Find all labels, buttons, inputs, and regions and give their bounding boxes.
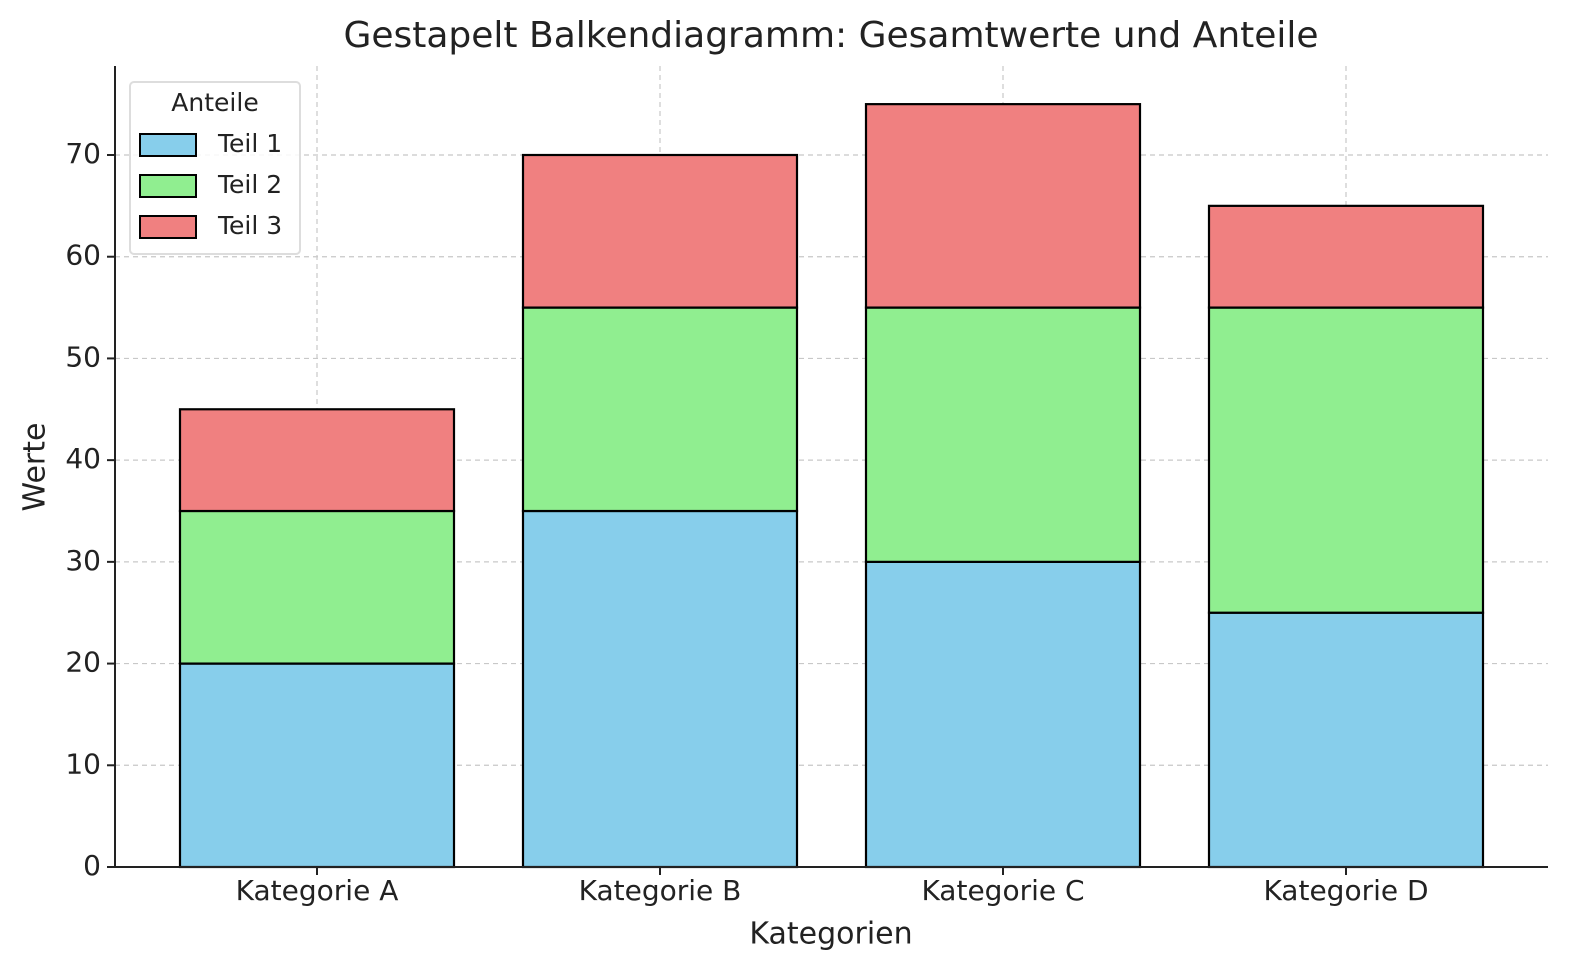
legend-swatch [139,133,197,157]
legend-title: Anteile [171,88,258,117]
y-tick-label: 10 [65,747,101,780]
x-tick-label: Kategorie B [579,874,742,907]
bar-segment [864,103,1142,309]
x-axis-label: Kategorien [749,917,912,952]
legend-label: Teil 2 [217,170,282,199]
legend-box [129,81,301,255]
bar-segment [864,306,1142,563]
y-tick-label: 30 [65,544,101,577]
chart-title: Gestapelt Balkendiagramm: Gesamtwerte un… [343,15,1318,56]
x-tick-label: Kategorie A [236,874,399,907]
bar-segment [1207,306,1485,614]
y-axis-label: Werte [18,423,53,512]
bar-segment [1207,204,1485,309]
y-tick-label: 70 [65,137,101,170]
bar-segment [178,509,456,665]
legend: Anteile Teil 1 Teil 2 Teil 3 [129,81,301,255]
bar-segment [864,560,1142,869]
y-tick-label: 50 [65,340,101,373]
y-tick-label: 40 [65,442,101,475]
bar-segment [521,509,799,869]
bar-segment [178,662,456,869]
x-tick-label: Kategorie C [921,874,1084,907]
y-tick-label: 0 [83,849,101,882]
legend-swatch [139,174,197,198]
x-tick-label: Kategorie D [1263,874,1428,907]
legend-label: Teil 3 [217,211,282,240]
bar-segment [1207,611,1485,869]
legend-swatch [139,215,197,239]
legend-label: Teil 1 [217,129,282,158]
y-tick-label: 60 [65,239,101,272]
bar-segment [521,153,799,309]
bar-segment [178,408,456,513]
y-tick-label: 20 [65,646,101,679]
bar-segment [521,306,799,513]
